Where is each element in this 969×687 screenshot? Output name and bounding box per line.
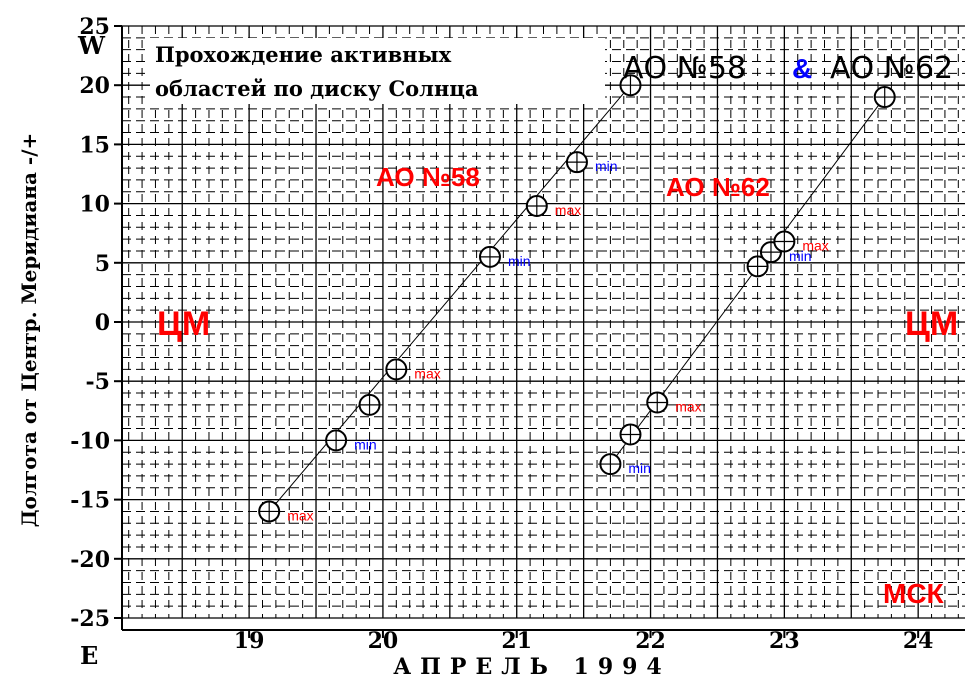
title-line-2: областей по диску Солнца	[155, 76, 479, 101]
y-tick-label: -10	[70, 428, 110, 454]
header-ao58: АО №58	[623, 51, 746, 86]
x-axis-title: АПРЕЛЬ 1994	[393, 654, 671, 680]
cm-left-label: ЦМ	[157, 305, 210, 343]
x-tick-label: 21	[501, 628, 532, 654]
point-label-max: max	[802, 237, 828, 253]
msk-label: МСК	[883, 578, 945, 609]
y-tick-label: 10	[79, 192, 110, 218]
y-axis-title: Долгота от Центр. Меридиана -/+	[17, 133, 41, 528]
x-tick-label: 19	[234, 628, 265, 654]
title-backdrop	[150, 38, 605, 104]
west-label: W	[77, 31, 106, 60]
point-label-max: max	[675, 399, 701, 415]
x-tick-label: 22	[635, 628, 666, 654]
label-ao58: АО №58	[376, 162, 480, 192]
y-tick-label: 25	[79, 14, 110, 40]
east-label: E	[80, 641, 98, 670]
x-tick-label: 24	[903, 628, 934, 654]
header-ampersand: &	[792, 53, 812, 84]
y-tick-label: 0	[95, 310, 110, 336]
x-tick-label: 20	[368, 628, 399, 654]
axes: 25 20 15 10 5 0 -5 -10 -15 -20 -25 19 20 21 22 23 24	[70, 14, 965, 654]
y-tick-label: -20	[70, 547, 110, 573]
y-tick-label: -15	[70, 488, 110, 514]
label-ao62: АО №62	[666, 172, 770, 202]
point-label-max: max	[287, 507, 313, 523]
y-tick-label: 5	[95, 251, 110, 277]
point-label-max: max	[555, 202, 581, 218]
y-tick-label: 15	[79, 132, 110, 158]
point-label-max: max	[414, 365, 440, 381]
point-label-min: min	[508, 253, 531, 269]
title-line-1: Прохождение активных	[155, 42, 452, 67]
y-tick-label: 20	[79, 73, 110, 99]
cm-right-label: ЦМ	[905, 305, 958, 343]
header-ao62: АО №62	[830, 51, 953, 86]
y-tick-label: -5	[86, 369, 110, 395]
y-tick-label: -25	[70, 606, 110, 632]
point-label-min: min	[354, 436, 377, 452]
x-tick-label: 23	[769, 628, 800, 654]
point-label-min: min	[628, 460, 651, 476]
point-label-min: min	[595, 158, 618, 174]
point-label-min: min	[789, 248, 812, 264]
